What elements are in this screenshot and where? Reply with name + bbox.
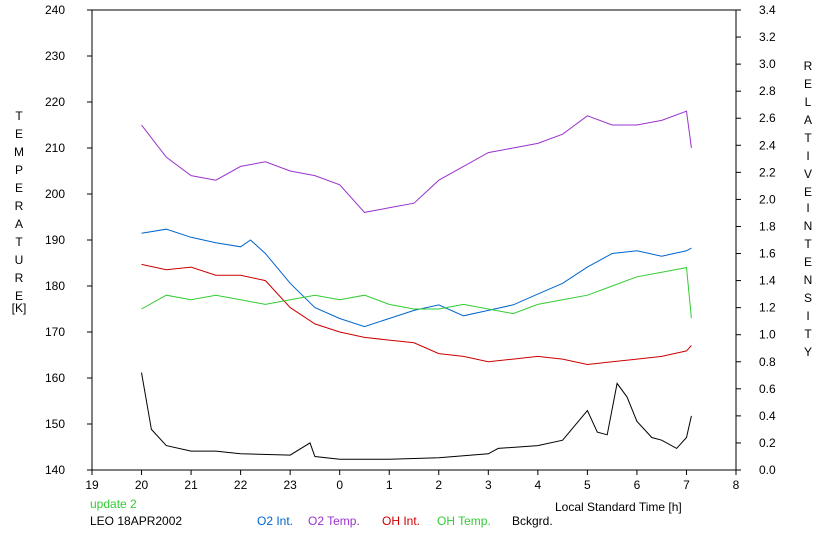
legend-item: Bckgrd. [512, 514, 553, 528]
x-tick-label: 5 [584, 478, 591, 492]
x-tick-label: 0 [336, 478, 343, 492]
y-left-title-letter: E [15, 289, 23, 303]
x-tick-label: 3 [485, 478, 492, 492]
y-left-tick-label: 160 [45, 371, 65, 385]
y-right-tick-label: 0.2 [759, 436, 776, 450]
legend-item: OH Int. [382, 514, 421, 528]
y-left-title-letter: R [15, 199, 24, 213]
series-line-o2-int [141, 228, 692, 328]
y-right-tick-label: 2.0 [759, 192, 776, 206]
legend-item: OH Temp. [437, 514, 491, 528]
x-tick-label: 1 [386, 478, 393, 492]
x-tick-label: 22 [234, 478, 248, 492]
y-right-title-letter: I [806, 309, 809, 323]
plot-frame [91, 9, 737, 471]
series-line-oh-int [141, 263, 692, 366]
y-left-title-letter: T [15, 235, 23, 249]
y-left-tick-label: 150 [45, 417, 65, 431]
y-left-tick-label: 210 [45, 141, 65, 155]
y-right-tick-label: 0.8 [759, 355, 776, 369]
y-right-tick-label: 1.6 [759, 247, 776, 261]
y-right-title-letter: T [804, 327, 812, 341]
y-right-title-letter: E [804, 255, 812, 269]
y-right-title-letter: R [804, 59, 813, 73]
y-right-tick-label: 0.6 [759, 382, 776, 396]
y-right-tick-label: 3.2 [759, 30, 776, 44]
y-right-title-letter: Y [804, 345, 812, 359]
y-right-tick-label: 3.4 [759, 3, 776, 17]
x-tick-label: 4 [535, 478, 542, 492]
x-tick-label: 6 [634, 478, 641, 492]
y-left-tick-label: 170 [45, 325, 65, 339]
x-tick-label: 20 [135, 478, 149, 492]
y-right-tick-label: 3.0 [759, 57, 776, 71]
y-left-tick-label: 140 [45, 463, 65, 477]
y-right-tick-label: 1.0 [759, 328, 776, 342]
y-left-tick-label: 240 [45, 3, 65, 17]
y-right-tick-label: 2.6 [759, 111, 776, 125]
x-tick-label: 21 [184, 478, 198, 492]
y-left-title-letter: U [15, 253, 24, 267]
y-left-title-letter: T [15, 109, 23, 123]
y-right-tick-label: 2.8 [759, 84, 776, 98]
y-right-title-letter: A [804, 113, 812, 127]
y-right-tick-label: 1.4 [759, 274, 776, 288]
y-right-title-letter: T [804, 131, 812, 145]
axes [87, 9, 741, 475]
y-right-tick-label: 1.8 [759, 219, 776, 233]
y-left-title-letter: P [15, 163, 23, 177]
y-right-title-letter: N [804, 219, 813, 233]
y-left-tick-label: 220 [45, 95, 65, 109]
y-left-tick-label: 200 [45, 187, 65, 201]
axis-labels: 19 20 21 22 23 0 1 2 3 4 5 6 7 8140150160170180190200… [12, 3, 813, 492]
y-right-tick-label: 0.0 [759, 463, 776, 477]
y-left-tick-label: 190 [45, 233, 65, 247]
x-axis-title: Local Standard Time [h] [555, 500, 682, 514]
legend-item: O2 Temp. [308, 514, 360, 528]
y-left-title-letter: A [15, 217, 23, 231]
series-line-o2-temp [141, 110, 692, 213]
update-note: update 2 [90, 497, 137, 511]
y-right-title-letter: I [806, 149, 809, 163]
y-right-title-letter: E [804, 77, 812, 91]
y-right-title-letter: N [804, 273, 813, 287]
y-right-title-letter: E [804, 185, 812, 199]
x-tick-label: 23 [283, 478, 297, 492]
x-tick-label: 19 [85, 478, 99, 492]
series-line-oh-temp [141, 267, 692, 319]
y-right-tick-label: 2.2 [759, 165, 776, 179]
series-line-bckgrd [141, 372, 692, 460]
y-right-tick-label: 1.2 [759, 301, 776, 315]
legend-item: O2 Int. [257, 514, 294, 528]
y-right-tick-label: 2.4 [759, 138, 776, 152]
y-right-title-letter: V [804, 167, 812, 181]
y-left-title-letter: M [14, 145, 24, 159]
station-date-label: LEO 18APR2002 [90, 514, 183, 528]
y-right-title-letter: S [804, 291, 812, 305]
y-right-title-letter: I [806, 201, 809, 215]
y-left-title-letter: [K] [12, 301, 27, 315]
y-left-tick-label: 180 [45, 279, 65, 293]
y-right-title-letter: L [805, 95, 812, 109]
y-left-title-letter: E [15, 127, 23, 141]
y-left-title-letter: R [15, 271, 24, 285]
series-layer [141, 110, 692, 460]
x-tick-label: 8 [733, 478, 740, 492]
y-right-tick-label: 0.4 [759, 409, 776, 423]
y-left-tick-label: 230 [45, 49, 65, 63]
y-left-title-letter: E [15, 181, 23, 195]
x-tick-label: 2 [435, 478, 442, 492]
y-right-title-letter: T [804, 237, 812, 251]
x-tick-label: 7 [683, 478, 690, 492]
